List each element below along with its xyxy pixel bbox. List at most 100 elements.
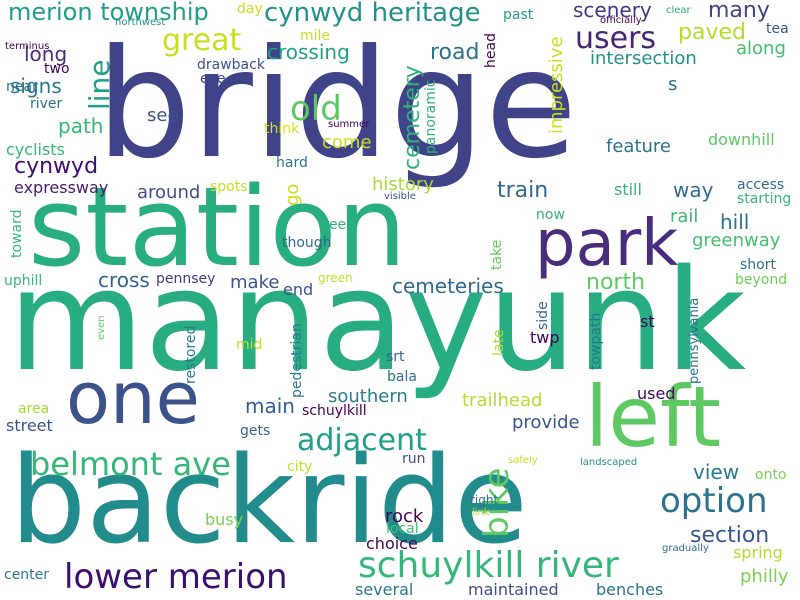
word-cemetery: cemetery: [400, 65, 425, 170]
word-mid: mid: [236, 337, 263, 353]
word-feature: feature: [606, 136, 671, 157]
word-starting: starting: [737, 191, 792, 207]
word-along: along: [736, 38, 786, 59]
word-bridge: bridge: [96, 18, 578, 192]
word-late: late: [491, 329, 507, 356]
word-tea: tea: [766, 21, 789, 37]
word-visible: visible: [384, 191, 416, 202]
word-impressive: impressive: [546, 36, 567, 134]
word-green: green: [318, 271, 353, 285]
word-intersection: intersection: [590, 48, 697, 69]
word-around: around: [137, 182, 201, 203]
word-used: used: [637, 384, 676, 403]
word-think: think: [264, 121, 300, 137]
word-busy: busy: [205, 510, 244, 529]
word-downhill: downhill: [708, 130, 775, 149]
word-merion-township: merion township: [8, 0, 209, 26]
word-great: great: [162, 23, 242, 58]
word-gradually: gradually: [662, 543, 709, 554]
word-even: even: [96, 315, 107, 340]
word-benches: benches: [596, 580, 664, 599]
word-spring: spring: [733, 543, 783, 562]
word-srt: srt: [386, 349, 405, 365]
word-come: come: [322, 132, 372, 153]
word-day: day: [237, 1, 263, 17]
word-road: road: [430, 40, 480, 65]
word-northwest: northwest: [115, 17, 166, 28]
word-choice: choice: [366, 534, 418, 553]
word-scenery: scenery: [573, 0, 652, 22]
word-left: left: [585, 368, 722, 466]
word-maintained: maintained: [468, 580, 559, 599]
word-old: old: [290, 89, 342, 129]
word-schuylkill: schuylkill: [302, 403, 367, 419]
word-spots: spots: [210, 179, 248, 195]
word-main: main: [245, 394, 295, 418]
word-panoramic: panoramic: [423, 79, 439, 154]
word-park: park: [535, 207, 679, 281]
word-crossing: crossing: [267, 40, 350, 64]
word-gets: gets: [240, 423, 271, 439]
word-drawback: drawback: [197, 57, 265, 73]
word-southern: southern: [328, 386, 408, 407]
word-access: access: [737, 177, 785, 193]
word-users: users: [575, 21, 657, 56]
word-mile: mile: [300, 28, 331, 44]
word-hill: hill: [720, 210, 750, 234]
word-line: line: [83, 59, 116, 110]
word-station: station: [28, 163, 407, 291]
word-area: area: [18, 401, 50, 417]
word-short: short: [740, 257, 776, 273]
word-hard: hard: [276, 155, 308, 171]
word-greenway: greenway: [692, 230, 781, 251]
word-st: st: [640, 312, 655, 331]
word-pedestrian: pedestrian: [289, 323, 305, 398]
word-view: view: [693, 460, 740, 484]
word-river: river: [30, 96, 63, 112]
word-beyond: beyond: [735, 272, 788, 288]
word-twp: twp: [530, 328, 560, 347]
word-provide: provide: [512, 412, 580, 433]
word-signs: signs: [10, 74, 62, 98]
word-summer: summer: [328, 119, 370, 130]
word-history: history: [372, 174, 434, 195]
word-safely: safely: [508, 455, 538, 466]
word-trailhead: trailhead: [462, 390, 543, 411]
word-option: option: [660, 481, 768, 521]
word-right: right: [470, 493, 499, 507]
word-run: run: [402, 451, 426, 467]
word-officially: officially: [600, 15, 642, 26]
word-expressway: expressway: [14, 178, 109, 197]
word-one: one: [66, 356, 200, 440]
word-rail: rail: [670, 206, 699, 227]
word-lower-merion: lower merion: [64, 557, 288, 597]
word-long: long: [24, 42, 68, 66]
word-train: train: [497, 178, 549, 203]
word-two: two: [44, 61, 70, 77]
word-section: section: [690, 523, 770, 548]
word-towpath: towpath: [588, 312, 604, 370]
word-now: now: [536, 207, 565, 223]
word-manayunk: manayunk: [8, 240, 747, 403]
word-onto: onto: [755, 467, 787, 483]
word-cross: cross: [98, 268, 150, 292]
word-clear: clear: [666, 5, 691, 16]
word-street: street: [6, 416, 53, 435]
word-trees: trees: [318, 217, 354, 233]
word-though: though: [282, 235, 332, 251]
word-take: take: [489, 239, 505, 270]
word-rock: rock: [385, 506, 424, 527]
word-north: north: [586, 270, 646, 295]
word-paved: paved: [678, 20, 746, 45]
word-terminus: terminus: [5, 41, 50, 52]
word-way: way: [673, 178, 714, 202]
word-backride: backride: [10, 432, 528, 571]
word-adjacent: adjacent: [297, 423, 427, 458]
word-cynwyd-heritage: cynwyd heritage: [264, 0, 481, 28]
word-many: many: [708, 0, 770, 23]
word-link: link: [472, 507, 490, 518]
word-s: s: [668, 74, 678, 95]
word-toward: toward: [9, 209, 25, 258]
word-uphill: uphill: [4, 273, 43, 289]
